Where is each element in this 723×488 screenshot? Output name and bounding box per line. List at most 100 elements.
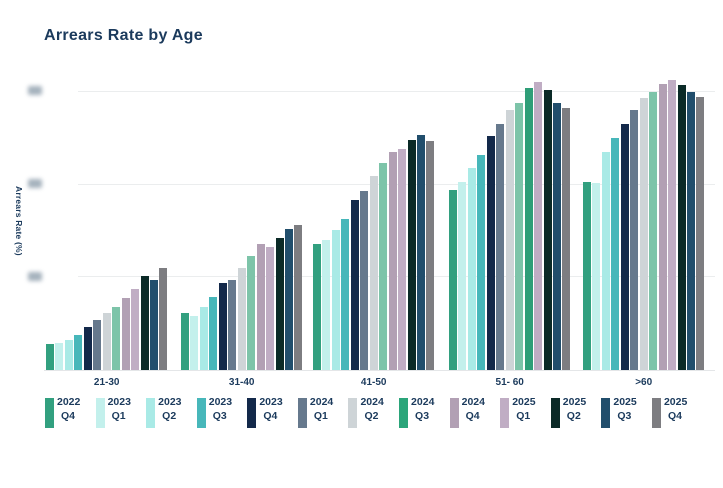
bar-31-40-2024-Q2: [237, 268, 246, 370]
bar-41-50-2025-Q1: [398, 149, 407, 370]
legend-label: 2024 Q2: [360, 396, 384, 422]
bar-41-50-2025-Q4: [426, 141, 435, 370]
legend-swatch: [601, 398, 611, 428]
bar-51-60-2024-Q3: [515, 103, 524, 370]
legend-label: 2023 Q3: [208, 396, 233, 422]
legend-swatch: [348, 398, 358, 428]
bar-21-30-2025-Q2: [140, 276, 149, 370]
legend-item-2025-Q1: 2025 Q1: [500, 396, 536, 428]
legend-label: 2022 Q4: [57, 396, 81, 422]
bar-41-50-2025-Q2: [407, 140, 416, 370]
bar->60-2023-Q3: [611, 138, 620, 370]
bar-41-50-2023-Q4: [350, 200, 359, 370]
legend-swatch: [45, 398, 54, 428]
legend-swatch: [399, 398, 409, 428]
x-category-label: 31-40: [228, 377, 255, 388]
plot-area: 21-30 31-40 41-50 51- 60 >60: [44, 70, 715, 388]
bar-41-50-2024-Q3: [379, 163, 388, 370]
legend-item-2024-Q1: 2024 Q1: [297, 396, 333, 428]
bar-51-60-2025-Q1: [534, 82, 543, 370]
bar->60-2023-Q2: [601, 152, 610, 370]
legend-label: 2025 Q4: [663, 396, 688, 422]
y-tick-label-blurred: [28, 272, 42, 281]
legend-item-2023-Q1: 2023 Q1: [95, 396, 131, 428]
bar-21-30-2024-Q4: [121, 298, 130, 370]
legend-item-2024-Q3: 2024 Q3: [399, 396, 434, 428]
legend-swatch: [247, 398, 257, 428]
bar-21-30-2024-Q3: [112, 307, 121, 370]
x-axis-line: [44, 370, 715, 371]
bar->60-2024-Q4: [658, 84, 667, 370]
bar-51-60-2024-Q1: [496, 124, 505, 370]
bar-41-50-2024-Q1: [360, 191, 369, 370]
gridline: [78, 91, 715, 92]
bar-21-30-2025-Q4: [159, 268, 168, 370]
bar-21-30-2022-Q4: [46, 344, 54, 370]
bar-51-60-2023-Q1: [458, 182, 467, 370]
bar->60-2023-Q1: [592, 183, 601, 370]
legend-item-2024-Q4: 2024 Q4: [449, 396, 485, 428]
bar->60-2024-Q3: [649, 92, 658, 370]
legend-item-2025-Q3: 2025 Q3: [601, 396, 637, 428]
bar-41-50-2022-Q4: [313, 244, 321, 370]
legend-swatch: [550, 398, 560, 428]
bar-51-60-2024-Q2: [505, 110, 514, 370]
bar-31-40-2022-Q4: [181, 313, 189, 370]
bar->60-2022-Q4: [583, 182, 591, 370]
bar-21-30-2025-Q1: [131, 289, 140, 370]
bar->60-2025-Q4: [696, 97, 705, 370]
y-tick-label-blurred: [28, 86, 42, 95]
x-category-label: >60: [635, 377, 653, 388]
legend: 2022 Q4 2023 Q1 2023 Q2 2023 Q3 2023 Q4 2024 Q1 2024…: [44, 396, 716, 436]
legend-item-2023-Q2: 2023 Q2: [146, 396, 182, 428]
legend-label: 2023 Q4: [259, 396, 283, 422]
bar->60-2023-Q4: [620, 124, 629, 370]
bar-41-50-2023-Q2: [331, 230, 340, 370]
legend-swatch: [297, 398, 307, 428]
bar->60-2024-Q2: [639, 98, 648, 370]
bar-51-60-2023-Q3: [477, 155, 486, 370]
legend-swatch: [146, 398, 156, 428]
x-category-label: 21-30: [93, 377, 120, 388]
bar-51-60-2025-Q4: [562, 108, 571, 370]
legend-item-2023-Q4: 2023 Q4: [247, 396, 283, 428]
bar-51-60-2022-Q4: [449, 190, 457, 370]
bar-21-30-2023-Q4: [83, 327, 92, 370]
bar-21-30-2024-Q2: [102, 313, 111, 370]
bar->60-2024-Q1: [630, 110, 639, 370]
bar-31-40-2025-Q2: [275, 238, 284, 370]
bar-21-30-2023-Q2: [64, 340, 73, 370]
x-category-label: 41-50: [360, 377, 387, 388]
bar->60-2025-Q2: [677, 85, 686, 370]
bar-31-40-2023-Q2: [199, 307, 208, 370]
legend-label: 2025 Q3: [613, 396, 637, 422]
legend-item-2024-Q2: 2024 Q2: [348, 396, 384, 428]
bar-21-30-2023-Q1: [55, 343, 64, 370]
bar->60-2025-Q3: [686, 92, 695, 370]
bar-31-40-2023-Q4: [218, 283, 227, 370]
bar-51-60-2025-Q3: [552, 103, 561, 370]
bar-51-60-2023-Q2: [467, 168, 476, 370]
bar-31-40-2025-Q1: [266, 247, 275, 370]
bar-41-50-2023-Q1: [322, 240, 331, 370]
bar-21-30-2024-Q1: [93, 320, 102, 370]
bar-31-40-2025-Q4: [294, 225, 303, 370]
bar-21-30-2023-Q3: [74, 335, 83, 370]
bar-41-50-2025-Q3: [416, 135, 425, 370]
bar-31-40-2024-Q1: [228, 280, 237, 370]
bar-51-60-2024-Q4: [524, 88, 533, 370]
bar-31-40-2024-Q4: [256, 244, 265, 370]
chart-title: Arrears Rate by Age: [44, 27, 203, 44]
legend-item-2025-Q2: 2025 Q2: [550, 396, 586, 428]
legend-item-2023-Q3: 2023 Q3: [196, 396, 233, 428]
legend-label: 2025 Q1: [512, 396, 536, 422]
legend-item-2022-Q4: 2022 Q4: [45, 396, 80, 428]
bar-31-40-2025-Q3: [284, 229, 293, 370]
legend-item-2025-Q4: 2025 Q4: [651, 396, 688, 428]
bar-41-50-2024-Q4: [388, 152, 397, 370]
legend-swatch: [651, 398, 661, 428]
legend-swatch: [500, 398, 510, 428]
legend-label: 2024 Q4: [461, 396, 485, 422]
legend-label: 2023 Q2: [158, 396, 182, 422]
